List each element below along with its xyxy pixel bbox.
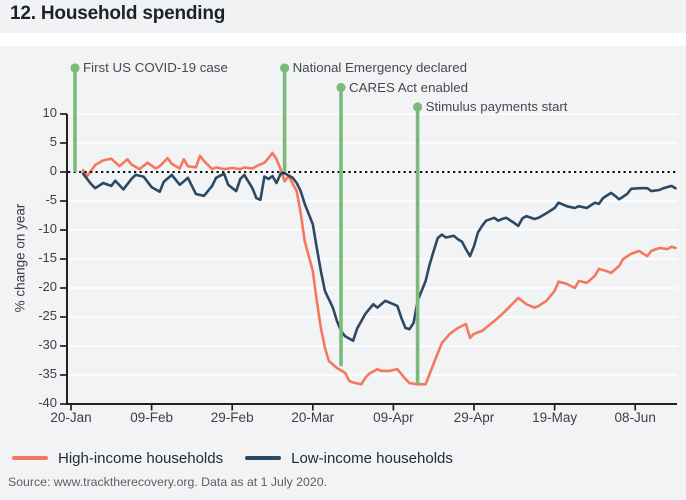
- chart-figure-background: [0, 46, 686, 500]
- legend-item: Low-income households: [245, 450, 453, 467]
- event-label: First US COVID-19 case: [83, 60, 228, 75]
- y-tick-label: 10: [42, 105, 57, 120]
- x-tick-label: 09-Apr: [373, 410, 414, 425]
- y-tick-label: -25: [38, 308, 57, 323]
- legend-item: High-income households: [12, 450, 223, 467]
- y-tick-label: -10: [38, 221, 57, 236]
- y-tick-label: -5: [45, 192, 57, 207]
- y-tick-label: -15: [38, 250, 57, 265]
- y-axis-title: % change on year: [12, 203, 28, 313]
- legend-swatch: [245, 456, 282, 460]
- x-tick-label: 29-Feb: [210, 410, 254, 425]
- y-tick-label: -40: [38, 395, 57, 410]
- high-income-households-line: [81, 151, 677, 386]
- event-label: Stimulus payments start: [425, 99, 568, 114]
- x-tick-label: 19-May: [532, 410, 578, 425]
- event-marker: [413, 102, 423, 112]
- x-tick-label: 20-Jan: [50, 410, 92, 425]
- event-marker: [280, 63, 290, 73]
- x-tick-label: 08-Jun: [614, 410, 656, 425]
- title-bar: 12. Household spending: [0, 0, 686, 33]
- x-tick-label: 20-Mar: [291, 410, 335, 425]
- y-tick-label: 5: [49, 134, 57, 149]
- event-label: CARES Act enabled: [349, 79, 469, 95]
- low-income-households-line: [81, 171, 677, 343]
- y-tick-label: -20: [38, 279, 57, 294]
- y-tick-label: 0: [49, 163, 57, 178]
- event-marker: [70, 63, 80, 73]
- legend-swatch: [12, 456, 48, 460]
- chart-title: 12. Household spending: [10, 3, 226, 24]
- legend: High-income households Low-income househo…: [12, 447, 453, 469]
- y-tick-label: -35: [38, 366, 57, 381]
- x-tick-label: 29-Apr: [453, 410, 495, 425]
- source-note: Source: www.tracktherecovery.org. Data a…: [8, 475, 327, 489]
- legend-label: Low-income households: [291, 449, 453, 467]
- event-label: National Emergency declared: [292, 60, 468, 75]
- legend-label: High-income households: [58, 449, 224, 467]
- event-marker: [336, 82, 346, 93]
- y-tick-label: -30: [38, 337, 57, 352]
- x-tick-label: 09-Feb: [130, 410, 173, 425]
